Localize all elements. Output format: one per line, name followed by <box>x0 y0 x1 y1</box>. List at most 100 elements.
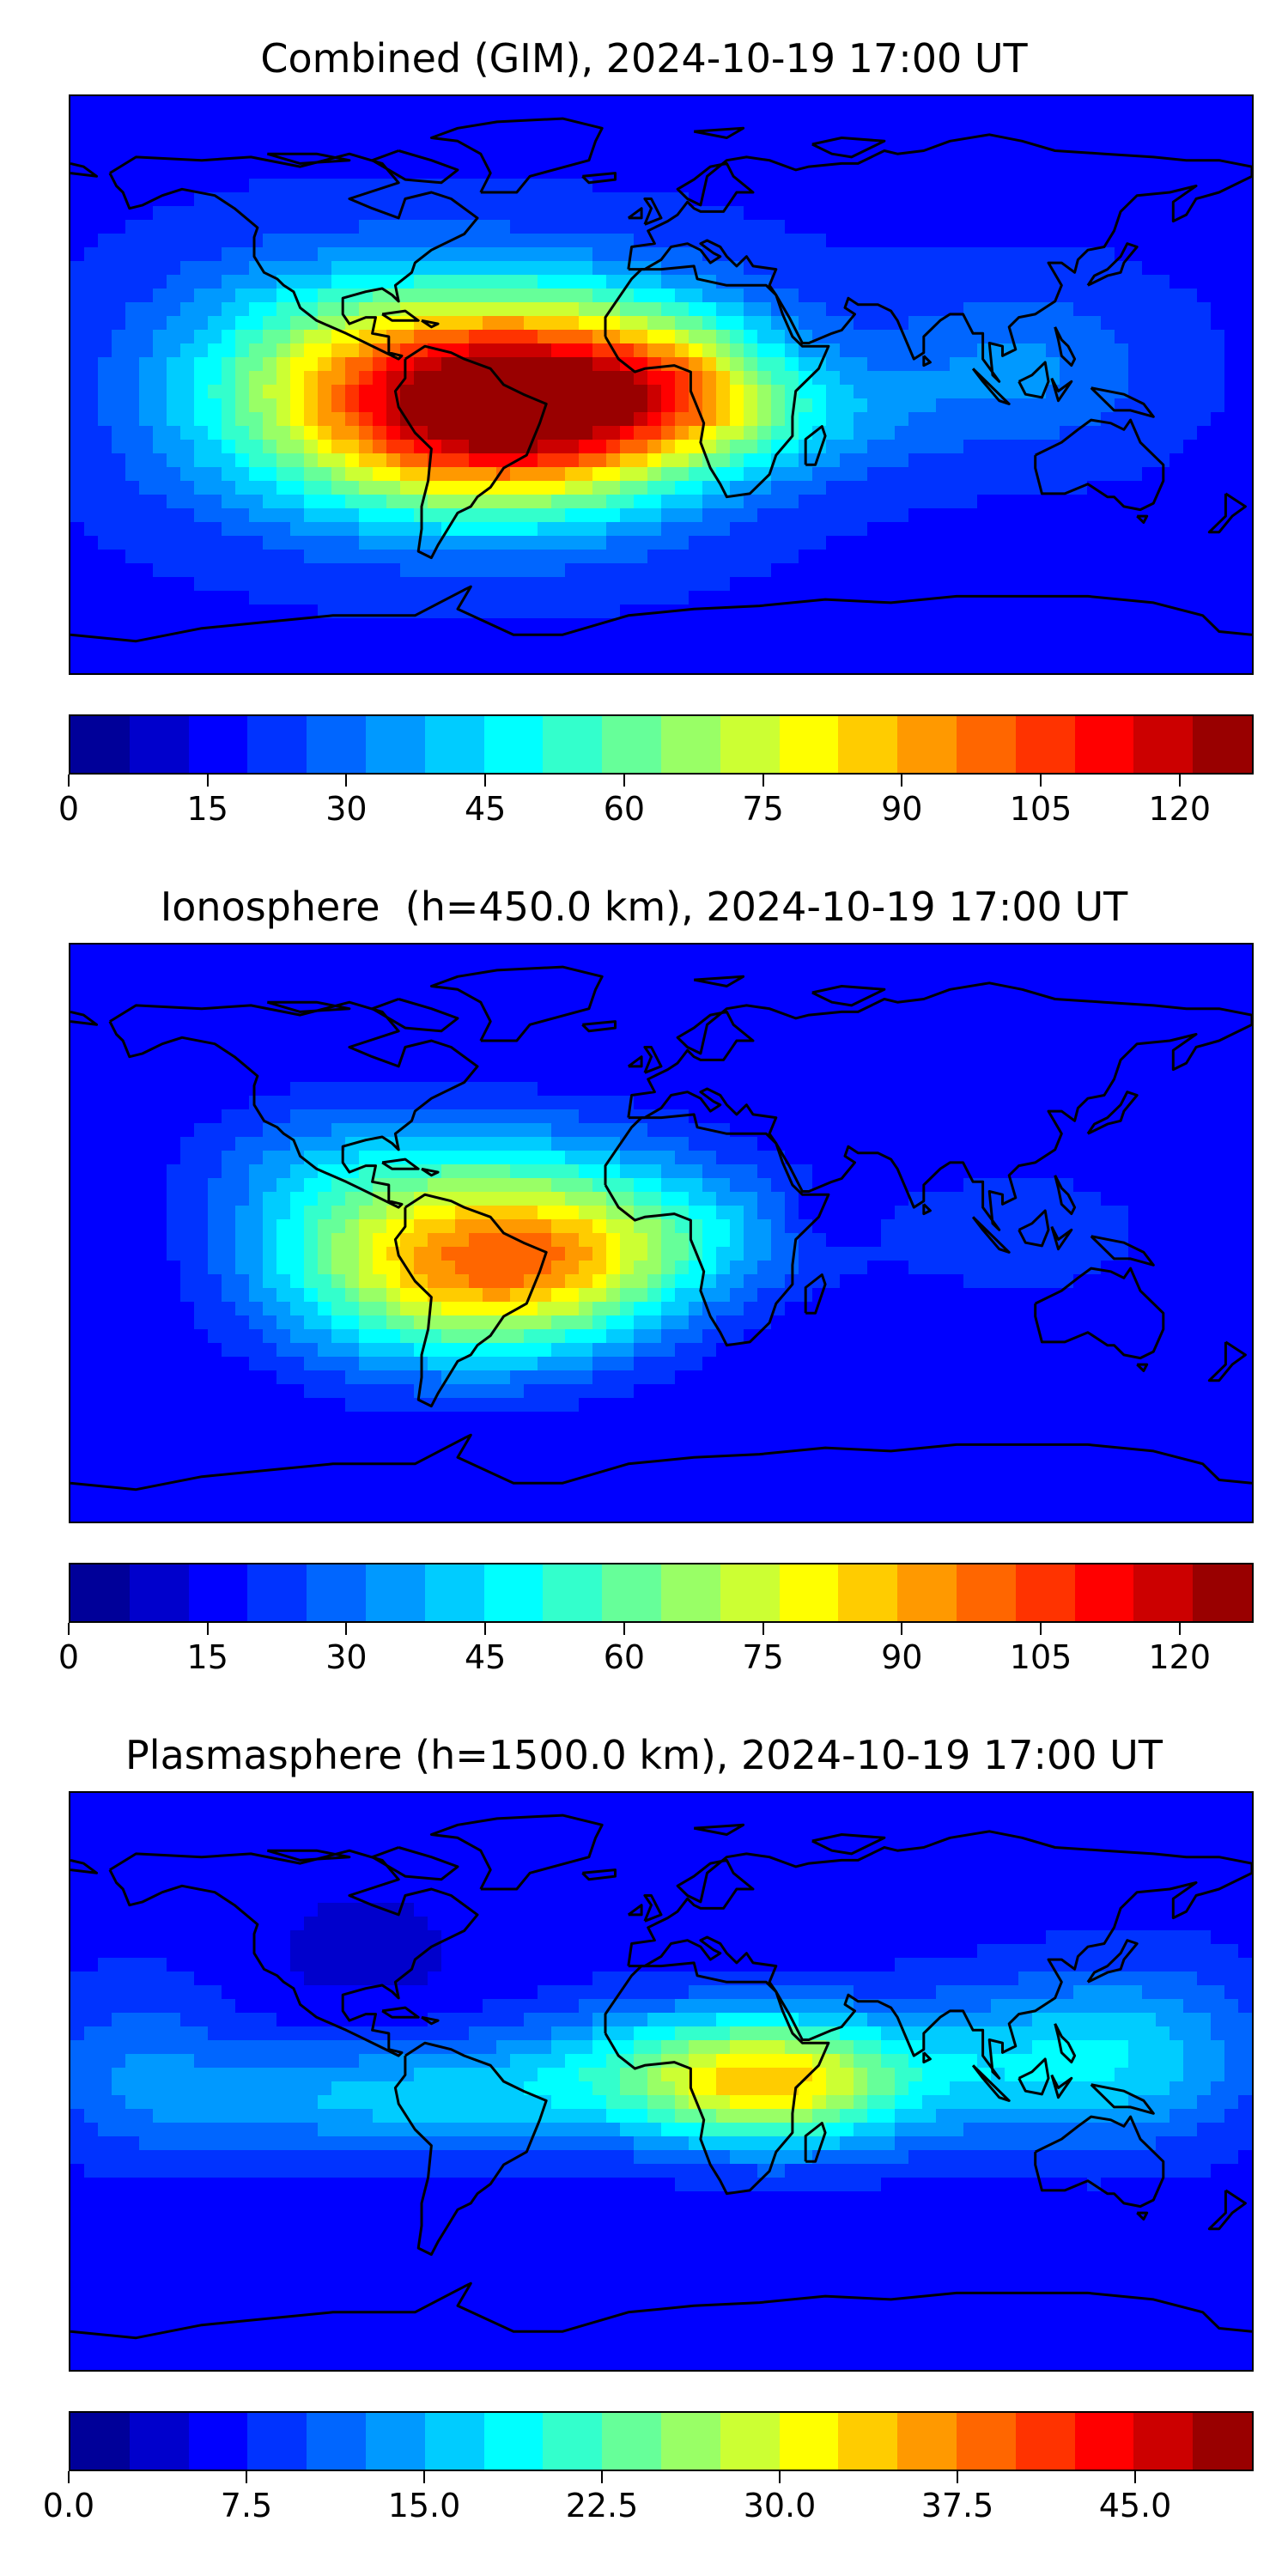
combined-coastline-13 <box>971 368 1011 405</box>
combined-coastline-3 <box>604 264 830 499</box>
colorbar-ionosphere-segment <box>720 1564 780 1621</box>
colorbar-tick-ionosphere <box>345 1623 348 1635</box>
colorbar-tick-combined <box>623 775 625 787</box>
colorbar-ionosphere-segment <box>424 1564 484 1621</box>
colorbar-ionosphere-segment <box>838 1564 898 1621</box>
ionosphere-coastline-10 <box>1034 1267 1165 1360</box>
colorbar-plasmasphere <box>69 2411 1254 2471</box>
combined-coastline-19 <box>70 161 99 178</box>
map-plasmasphere <box>69 1791 1254 2372</box>
colorbar-tick-label-combined: 105 <box>1009 790 1072 828</box>
colorbar-tick-label-ionosphere: 30 <box>325 1638 368 1676</box>
combined-coastline-5 <box>627 133 1252 383</box>
colorbar-combined-segment <box>1133 716 1194 773</box>
ionosphere-coastline-19 <box>70 1010 99 1026</box>
combined-coastline-9 <box>1086 242 1139 287</box>
map-combined <box>69 94 1254 675</box>
combined-coastline-1 <box>429 117 604 194</box>
coastlines-plasmasphere <box>70 1814 1252 2340</box>
ionosphere-coastline-1 <box>429 965 604 1042</box>
colorbar-tick-label-ionosphere: 90 <box>881 1638 923 1676</box>
colorbar-combined-segment <box>1015 716 1075 773</box>
ionosphere-coastline-25 <box>811 985 886 1007</box>
colorbar-combined-segment <box>70 716 130 773</box>
colorbar-plasmasphere-segment <box>956 2413 1016 2470</box>
combined-coastline-7 <box>627 207 643 220</box>
colorbar-combined-segment <box>897 716 957 773</box>
combined-coastline-10 <box>1034 418 1165 512</box>
combined-coastline-24 <box>922 355 932 368</box>
colorbar-plasmasphere-segment <box>838 2413 898 2470</box>
colorbar-ionosphere-segment <box>897 1564 957 1621</box>
colorbar-ionosphere-segment <box>70 1564 130 1621</box>
combined-coastline-6 <box>643 197 663 226</box>
ionosphere-coastline-5 <box>627 981 1252 1231</box>
ionosphere-coastline-12 <box>1207 1340 1247 1382</box>
colorbar-tick-label-ionosphere: 0 <box>58 1638 80 1676</box>
colorbar-ionosphere-segment <box>483 1564 544 1621</box>
colorbar-combined-segment <box>307 716 366 773</box>
panel-title-ionosphere: Ionosphere (h=450.0 km), 2024-10-19 17:0… <box>160 884 1128 930</box>
colorbar-tick-label-combined: 120 <box>1148 790 1212 828</box>
ionosphere-coastline-22 <box>381 1157 420 1170</box>
colorbar-tick-label-combined: 60 <box>603 790 646 828</box>
colorbar-combined-segment <box>543 716 603 773</box>
colorbar-plasmasphere-segment <box>897 2413 957 2470</box>
combined-coastline-21 <box>266 152 351 165</box>
colorbar-ionosphere-segment <box>247 1564 307 1621</box>
colorbar-tick-plasmasphere <box>246 2471 247 2483</box>
colorbar-tick-combined <box>484 775 487 787</box>
plasmasphere-coastline-7 <box>627 1904 643 1917</box>
colorbar-combined-segment <box>660 716 720 773</box>
plasmasphere-coastline-3 <box>604 1961 830 2196</box>
combined-coastline-8 <box>581 172 617 185</box>
combined-coastline-26 <box>693 126 745 139</box>
colorbar-plasmasphere-segment <box>602 2413 661 2470</box>
colorbar-plasmasphere-segment <box>365 2413 425 2470</box>
ionosphere-coastline-11 <box>1136 1363 1149 1372</box>
ionosphere-coastline-17 <box>1054 1175 1077 1216</box>
colorbar-tick-label-combined: 75 <box>742 790 784 828</box>
colorbar-tick-ionosphere <box>623 1623 625 1635</box>
plasmasphere-coastline-13 <box>971 2064 1011 2102</box>
colorbar-plasmasphere-segment <box>129 2413 189 2470</box>
plasmasphere-coastline-15 <box>1050 2074 1073 2099</box>
plasmasphere-coastline-1 <box>429 1814 604 1891</box>
colorbar-tick-label-ionosphere: 60 <box>603 1638 646 1676</box>
colorbar-tick-plasmasphere <box>1134 2471 1136 2483</box>
ionosphere-coastline-2 <box>393 1193 548 1408</box>
plasmasphere-coastline-20 <box>371 1846 459 1881</box>
colorbar-tick-label-combined: 15 <box>186 790 228 828</box>
colorbar-ionosphere-segment <box>660 1564 720 1621</box>
ionosphere-coastline-13 <box>971 1216 1011 1254</box>
colorbar-plasmasphere-segment <box>247 2413 307 2470</box>
plasmasphere-coastline-4 <box>804 2122 827 2163</box>
plasmasphere-coastline-8 <box>581 1868 617 1881</box>
colorbar-tick-label-plasmasphere: 45.0 <box>1098 2487 1172 2524</box>
colorbar-combined-segment <box>779 716 839 773</box>
colorbar-ionosphere-segment <box>1074 1564 1134 1621</box>
combined-coastline-14 <box>1018 361 1050 399</box>
colorbar-plasmasphere-segment <box>1133 2413 1194 2470</box>
ionosphere-coastline-23 <box>421 1167 440 1177</box>
colorbar-plasmasphere-segment <box>1015 2413 1075 2470</box>
plasmasphere-coastline-14 <box>1018 2057 1050 2096</box>
colorbar-tick-label-ionosphere: 120 <box>1148 1638 1212 1676</box>
colorbar-tick-ionosphere <box>1040 1623 1042 1635</box>
map-plasmasphere-svg <box>70 1793 1252 2370</box>
combined-coastline-25 <box>811 137 886 159</box>
colorbar-tick-label-combined: 30 <box>325 790 368 828</box>
ionosphere-coastline-8 <box>581 1020 617 1033</box>
colorbar-combined-segment <box>129 716 189 773</box>
ionosphere-coastline-7 <box>627 1055 643 1068</box>
field-plasmasphere <box>70 1793 1252 2370</box>
colorbar-combined-segment <box>483 716 544 773</box>
colorbar-combined-segment <box>247 716 307 773</box>
coastlines-ionosphere <box>70 965 1252 1492</box>
ionosphere-coastline-16 <box>1090 1235 1155 1267</box>
combined-coastline-17 <box>1054 326 1077 368</box>
combined-coastline-18 <box>70 585 1252 643</box>
colorbar-tick-plasmasphere <box>68 2471 70 2483</box>
ionosphere-coastline-0 <box>108 1000 479 1209</box>
plasmasphere-coastline-9 <box>1086 1939 1139 1984</box>
